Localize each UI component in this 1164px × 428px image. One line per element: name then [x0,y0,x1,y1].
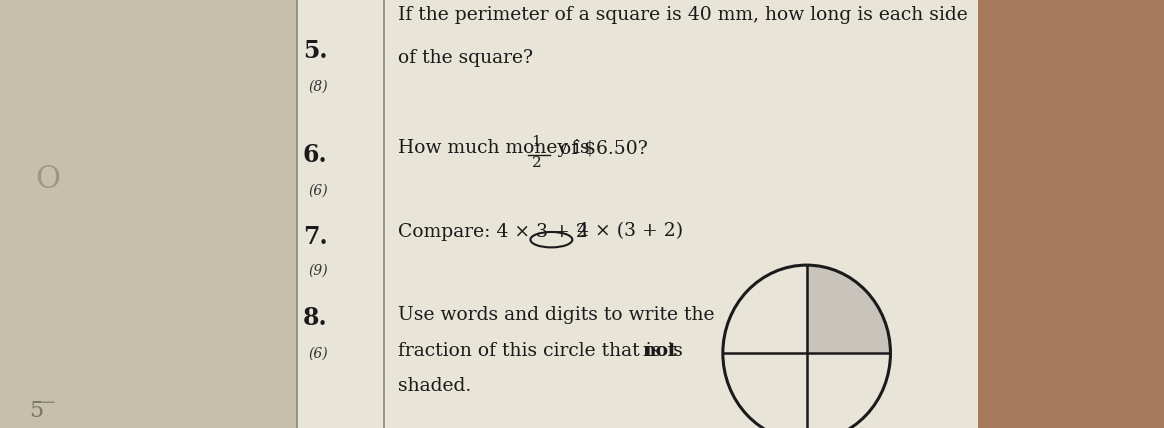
Text: 8.: 8. [303,306,327,330]
Text: If the perimeter of a square is 40 mm, how long is each side: If the perimeter of a square is 40 mm, h… [398,6,967,24]
Text: 6.: 6. [303,143,327,167]
Text: (9): (9) [308,263,328,277]
Bar [978,0,1164,428]
Text: 2: 2 [532,156,541,170]
Text: Compare: 4 × 3 + 2: Compare: 4 × 3 + 2 [398,223,594,241]
Text: fraction of this circle that is is: fraction of this circle that is is [398,342,689,360]
Text: not: not [641,342,676,360]
Text: 1: 1 [532,135,541,149]
Polygon shape [807,265,890,353]
Bar [978,0,1164,428]
Text: O: O [35,164,61,195]
Bar [297,0,978,428]
Text: ―: ― [35,393,55,412]
Text: (8): (8) [308,79,328,93]
Text: (6): (6) [308,347,328,361]
Text: of the square?: of the square? [398,49,533,67]
Text: 5.: 5. [303,39,327,62]
Text: 7.: 7. [303,225,327,249]
Text: (6): (6) [308,184,328,198]
Text: 4 × (3 + 2): 4 × (3 + 2) [577,223,683,241]
Text: How much money is: How much money is [398,139,596,157]
Text: 5: 5 [29,400,43,422]
Text: shaded.: shaded. [398,377,471,395]
Text: Use words and digits to write the: Use words and digits to write the [398,306,715,324]
Text: of $6.50?: of $6.50? [554,139,647,157]
